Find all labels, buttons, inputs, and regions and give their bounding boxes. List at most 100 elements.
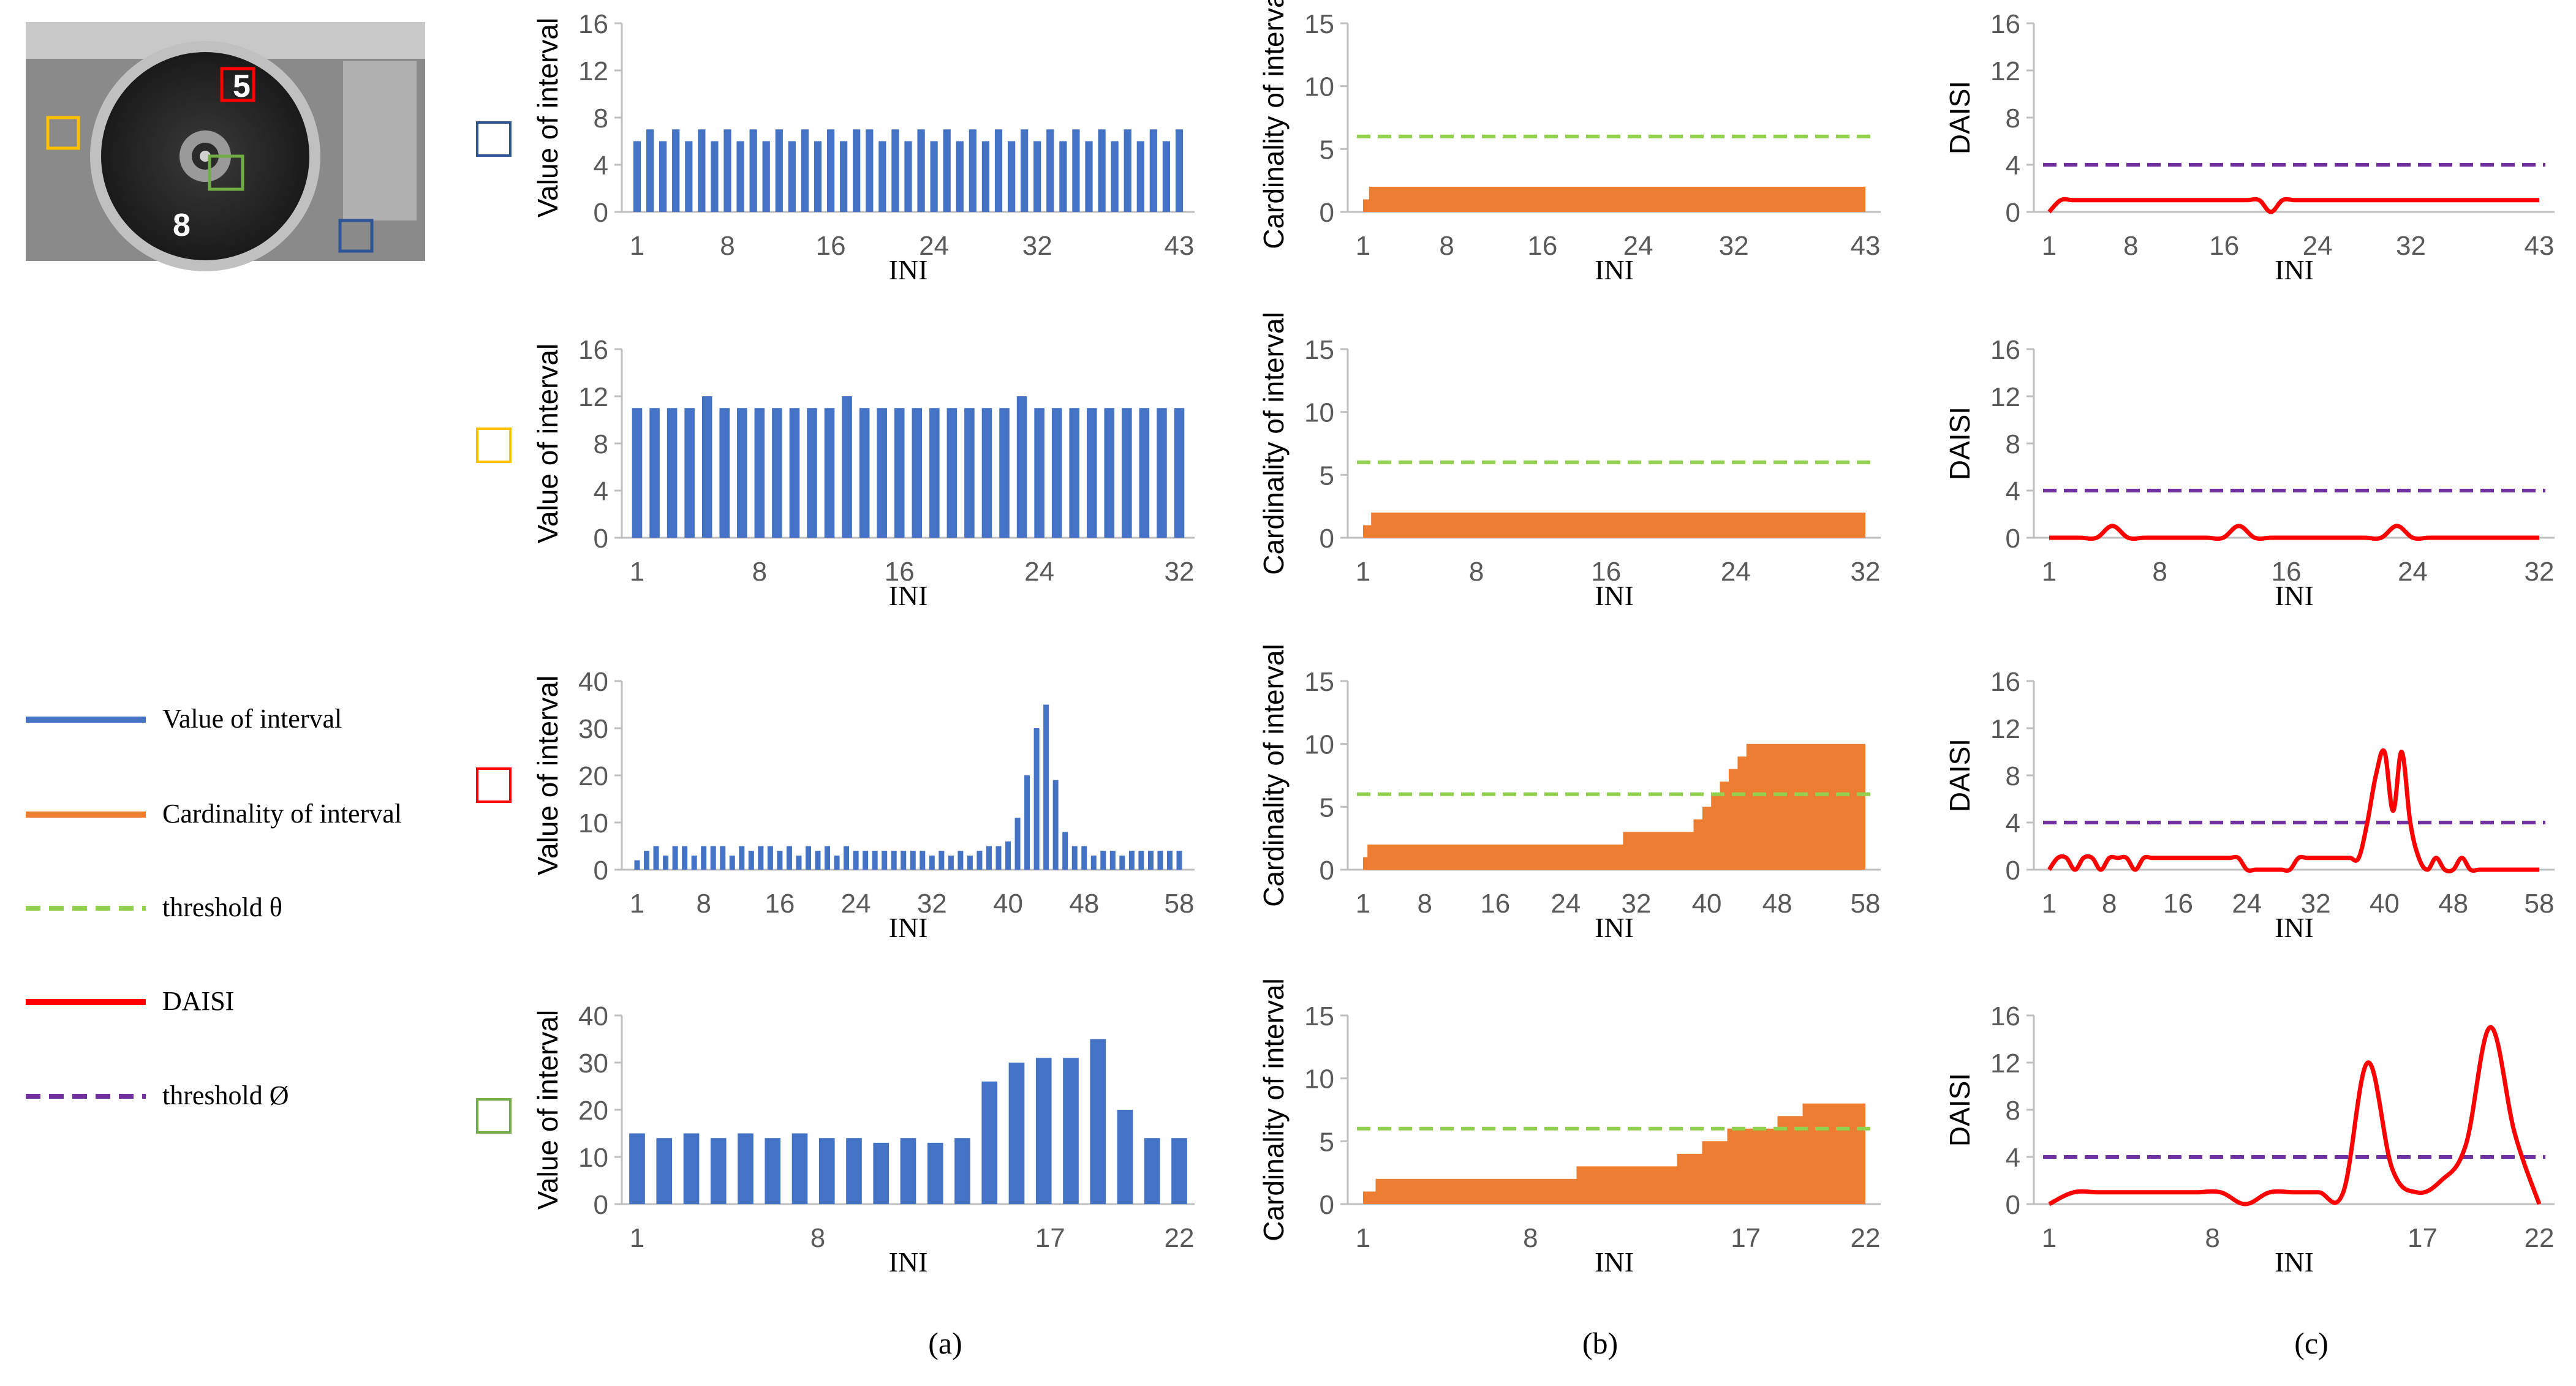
chart5-x-title: INI: [2275, 580, 2314, 611]
chart9-bar: [710, 1138, 727, 1204]
chart11-daisi-line: [2048, 1025, 2542, 1207]
chart11-ytick-label: 16: [1990, 1001, 2020, 1031]
chart4-xtick-label: 1: [1356, 557, 1370, 587]
chart0-bar: [904, 141, 912, 212]
chart3-ytick-label: 12: [578, 382, 608, 412]
chart-b-row1: 0 5 10 15 1 8 16 24 32 43 INI Cardinality of interv…: [1258, 0, 1881, 285]
chart2-ytick-label: 16: [1990, 9, 2020, 39]
chart9-bar: [1035, 1058, 1052, 1204]
chart6-bar: [1081, 846, 1087, 870]
chart4-ytick-label: 15: [1304, 335, 1334, 365]
chart7-xtick-label: 1: [1356, 889, 1370, 919]
chart9-bar: [1117, 1110, 1133, 1204]
chart0-x-title: INI: [889, 254, 928, 285]
chart6-ytick-label: 10: [578, 808, 608, 838]
chart6-xtick-label: 40: [993, 889, 1023, 919]
chart6-bar: [920, 851, 926, 870]
photo-right-object: [343, 61, 417, 220]
chart2-xtick-label: 32: [2396, 231, 2426, 261]
chart6-bar: [701, 846, 707, 870]
chart8-ytick-label: 8: [2006, 761, 2020, 791]
chart6-bar: [1005, 841, 1011, 870]
chart4-xtick-label: 16: [1591, 557, 1621, 587]
chart0-bar: [840, 141, 848, 212]
chart6-bar: [1043, 704, 1049, 870]
chart0-bar: [1021, 129, 1029, 212]
chart0-bar: [1072, 129, 1080, 212]
chart0-ytick-label: 12: [578, 56, 608, 86]
chart3-xtick-label: 1: [630, 557, 644, 587]
chart6-ytick-label: 0: [594, 856, 608, 886]
chart0-bar: [1124, 129, 1131, 212]
chart9-xtick-label: 1: [630, 1223, 644, 1253]
chart5-xtick-label: 16: [2272, 557, 2302, 587]
chart6-bar: [767, 846, 773, 870]
chart7-ytick-label: 10: [1304, 730, 1334, 760]
chart3-bar: [1104, 408, 1115, 538]
chart0-xtick-label: 8: [720, 231, 735, 261]
chart8-xtick-label: 58: [2525, 889, 2555, 919]
chart6-bar: [976, 851, 983, 870]
chart9-bar: [846, 1138, 862, 1204]
chart7-x-title: INI: [1595, 912, 1634, 943]
chart11-x-title: INI: [2275, 1246, 2314, 1278]
chart3-xtick-label: 32: [1165, 557, 1195, 587]
chart3-xtick-label: 16: [885, 557, 915, 587]
chart4-x-title: INI: [1595, 580, 1634, 611]
chart1-xtick-label: 32: [1719, 231, 1749, 261]
chart9-bar: [873, 1142, 890, 1204]
chart-b-row4: 0 5 10 15 1 8 17 22 INI Cardinality of interval: [1258, 978, 1881, 1278]
chart4-ytick-label: 10: [1304, 398, 1334, 428]
chart-a-row4: 0 10 20 30 40 1 8 17 22 INI Value of interval: [532, 1001, 1195, 1278]
chart9-bar: [738, 1133, 754, 1204]
chart6-bar: [1024, 775, 1030, 870]
chart-a-row2: 0 4 8 12 16 1 8 16 24 32 INI Value of interval: [532, 335, 1195, 611]
chart6-xtick-label: 16: [765, 889, 795, 919]
chart0-bar: [969, 129, 976, 212]
chart3-bar: [772, 408, 782, 538]
chart6-x-title: INI: [889, 912, 928, 943]
chart9-ytick-label: 0: [594, 1190, 608, 1220]
chart6-bar: [1119, 855, 1125, 870]
chart0-xtick-label: 43: [1165, 231, 1195, 261]
chart4-xtick-label: 32: [1851, 557, 1881, 587]
chart10-xtick-label: 17: [1731, 1223, 1761, 1253]
chart6-bar: [1100, 851, 1106, 870]
chart1-y-title: Cardinality of interval: [1258, 0, 1290, 249]
chart9-bar: [656, 1138, 673, 1204]
chart0-bar: [659, 141, 667, 212]
chart10-xtick-label: 22: [1851, 1223, 1881, 1253]
chart9-bar: [791, 1133, 808, 1204]
chart3-ytick-label: 0: [594, 524, 608, 554]
chart11-xtick-label: 1: [2042, 1223, 2057, 1253]
chart6-bar: [1014, 818, 1021, 870]
chart0-bar: [788, 141, 796, 212]
chart8-ytick-label: 0: [2006, 856, 2020, 886]
column-label-a: (a): [928, 1326, 962, 1360]
chart0-bar: [917, 129, 925, 212]
chart0-bar: [698, 129, 706, 212]
chart6-bar: [948, 855, 954, 870]
chart2-ytick-label: 8: [2006, 104, 2020, 134]
chart0-bar: [981, 141, 990, 212]
chart6-bar: [634, 860, 640, 870]
chart0-xtick-label: 24: [919, 231, 949, 261]
chart8-xtick-label: 1: [2042, 889, 2057, 919]
chart7-xtick-label: 8: [1417, 889, 1432, 919]
chart6-bar: [958, 851, 964, 870]
legend-label-value: Value of interval: [162, 704, 342, 734]
chart0-bar: [801, 129, 809, 212]
chart6-bar: [1062, 832, 1068, 870]
chart-a-row1: 0 4 8 12 16 1 8 16 24 32 43 INI Value of interval: [532, 9, 1195, 285]
chart6-bar: [834, 855, 840, 870]
chart3-bar: [1157, 408, 1167, 538]
chart6-bar: [1147, 851, 1154, 870]
chart6-bar: [986, 846, 992, 870]
chart9-ytick-label: 20: [578, 1096, 608, 1126]
chart4-y-title: Cardinality of interval: [1258, 312, 1290, 575]
row-marker-blue: [476, 121, 512, 157]
chart10-ytick-label: 10: [1304, 1064, 1334, 1094]
chart6-bar: [786, 846, 792, 870]
chart9-xtick-label: 22: [1165, 1223, 1195, 1253]
